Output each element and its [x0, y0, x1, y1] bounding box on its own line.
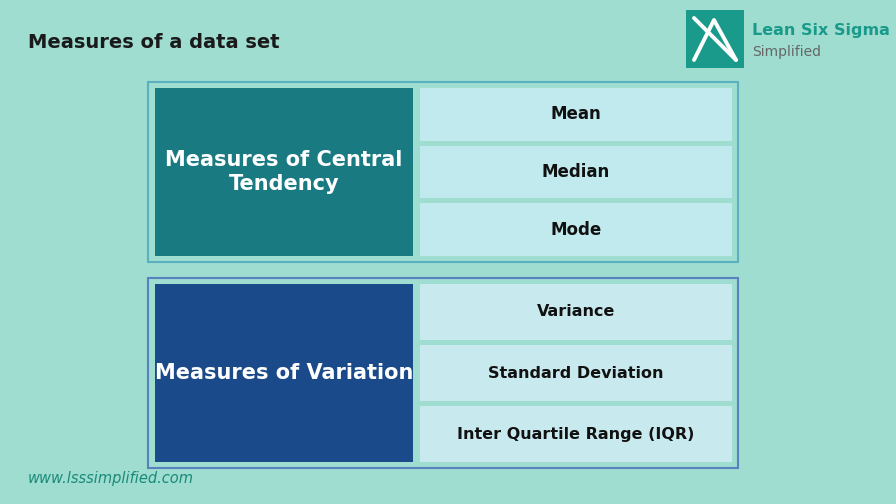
Text: www.lsssimplified.com: www.lsssimplified.com: [28, 471, 194, 485]
Bar: [420, 146, 732, 199]
Bar: [686, 10, 744, 68]
Text: Mean: Mean: [551, 105, 601, 123]
Text: Variance: Variance: [537, 304, 616, 320]
Text: Measures of a data set: Measures of a data set: [28, 32, 280, 51]
Bar: [148, 278, 738, 468]
Text: Mode: Mode: [550, 221, 601, 239]
Bar: [155, 284, 413, 462]
Text: Lean Six Sigma: Lean Six Sigma: [752, 23, 890, 38]
Bar: [420, 203, 732, 256]
Text: Inter Quartile Range (IQR): Inter Quartile Range (IQR): [457, 426, 694, 442]
Bar: [420, 284, 732, 340]
Text: Simplified: Simplified: [752, 45, 821, 59]
Bar: [420, 345, 732, 401]
Bar: [155, 88, 413, 256]
Text: Median: Median: [542, 163, 610, 181]
Bar: [420, 88, 732, 141]
Text: Measures of Central
Tendency: Measures of Central Tendency: [166, 150, 402, 194]
Bar: [148, 82, 738, 262]
Text: Measures of Variation: Measures of Variation: [155, 363, 413, 383]
Bar: [420, 406, 732, 462]
Text: Standard Deviation: Standard Deviation: [488, 365, 664, 381]
